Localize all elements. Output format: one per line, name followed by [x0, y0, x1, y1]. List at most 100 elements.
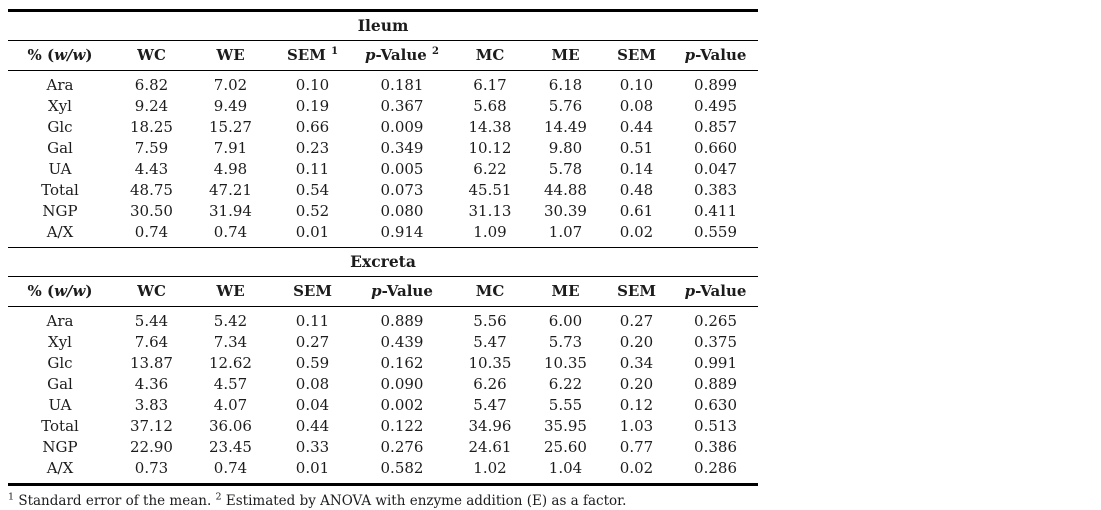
cell-value: 0.27	[619, 312, 654, 330]
cell-value: 7.59	[134, 139, 169, 157]
cell-value: 0.08	[295, 375, 330, 393]
row-label: Gal	[47, 139, 73, 157]
table-row: Xyl 9.24 9.49 0.19 0.367 5.68 5.76 0.08 0.495	[8, 96, 758, 117]
cell-value: 0.66	[295, 118, 330, 136]
cell-value: 30.39	[544, 202, 587, 220]
cell-value: 0.11	[295, 312, 330, 330]
cell-value: 9.24	[134, 97, 169, 115]
cell-value: 0.513	[694, 417, 737, 435]
cell-value: 0.51	[619, 139, 654, 157]
row-label: Gal	[47, 375, 73, 393]
cell-value: 45.51	[468, 181, 512, 199]
cell-value: 0.14	[619, 160, 654, 178]
column-header: ME	[531, 40, 600, 71]
cell-value: 0.04	[295, 396, 330, 414]
cell-value: 0.660	[694, 139, 737, 157]
text-part: -Value	[695, 282, 747, 300]
cell-value: 48.75	[130, 181, 173, 199]
cell-value: 0.10	[619, 76, 654, 94]
text-part: MC	[475, 282, 505, 300]
text-part: SEM	[293, 282, 332, 300]
cell-value: 0.857	[694, 118, 737, 136]
cell-value: 0.11	[295, 160, 330, 178]
cell-value: 5.42	[213, 312, 248, 330]
text-part: -Value	[695, 46, 747, 64]
column-header: SEM	[600, 40, 673, 71]
row-label: Ara	[46, 76, 74, 94]
row-label: Xyl	[48, 333, 72, 351]
text-part: WC	[137, 46, 166, 64]
cell-value: 0.02	[619, 223, 654, 241]
cell-value: 0.44	[619, 118, 654, 136]
table-row: NGP 22.90 23.45 0.33 0.276 24.61 25.60 0.77 0.38…	[8, 437, 758, 458]
cell-value: 0.23	[295, 139, 330, 157]
table-row: NGP 30.50 31.94 0.52 0.080 31.13 30.39 0.61 0.41…	[8, 201, 758, 222]
results-table: Ileum% (w/w) WC WE SEM 1 p-Value 2 MC ME SEM p-V…	[8, 9, 759, 486]
table-row: A/X 0.74 0.74 0.01 0.914 1.09 1.07 0.02 0.559	[8, 222, 758, 247]
cell-value: 4.43	[134, 160, 169, 178]
text-part: MC	[475, 46, 505, 64]
superscript-marker: 2	[215, 491, 222, 503]
cell-value: 34.96	[468, 417, 512, 435]
cell-value: 0.34	[619, 354, 654, 372]
text-part: Standard error of the mean.	[14, 493, 216, 509]
cell-value: 1.09	[473, 223, 507, 241]
text-part: % (	[27, 282, 55, 300]
text-part: WC	[137, 282, 166, 300]
table-row: Glc 13.87 12.62 0.59 0.162 10.35 10.35 0.34 0.99…	[8, 353, 758, 374]
column-header: MC	[449, 40, 531, 71]
cell-value: 31.13	[468, 202, 512, 220]
text-part: ME	[551, 282, 580, 300]
column-header: WE	[191, 40, 270, 71]
column-header: p-Value 2	[355, 40, 449, 71]
cell-value: 4.57	[213, 375, 248, 393]
table-footnote: 1 Standard error of the mean. 2 Estimate…	[8, 491, 626, 509]
cell-value: 0.090	[380, 375, 424, 393]
column-header: ME	[531, 276, 600, 307]
cell-value: 5.55	[548, 396, 583, 414]
cell-value: 0.559	[694, 223, 737, 241]
cell-value: 6.22	[548, 375, 583, 393]
text-part: p	[371, 282, 382, 300]
row-label: Total	[41, 417, 79, 435]
cell-value: 0.991	[694, 354, 737, 372]
text-part: WE	[216, 46, 245, 64]
cell-value: 7.64	[134, 333, 169, 351]
cell-value: 35.95	[544, 417, 587, 435]
row-label: Xyl	[48, 97, 72, 115]
cell-value: 30.50	[130, 202, 173, 220]
table-row: UA 4.43 4.98 0.11 0.005 6.22 5.78 0.14 0.047	[8, 159, 758, 180]
row-label: A/X	[46, 459, 74, 477]
cell-value: 0.54	[295, 181, 330, 199]
cell-value: 0.48	[619, 181, 654, 199]
section-title: Excreta	[8, 247, 759, 277]
table-row: Ara 5.44 5.42 0.11 0.889 5.56 6.00 0.27 0.265	[8, 307, 758, 333]
cell-value: 0.74	[213, 459, 248, 477]
cell-value: 0.74	[213, 223, 248, 241]
cell-value: 0.286	[694, 459, 737, 477]
cell-value: 0.181	[380, 76, 424, 94]
cell-value: 0.889	[380, 312, 424, 330]
table-row: Total 48.75 47.21 0.54 0.073 45.51 44.88 0.48 0.…	[8, 180, 758, 201]
row-label: UA	[48, 160, 72, 178]
cell-value: 5.68	[473, 97, 507, 115]
cell-value: 0.073	[380, 181, 424, 199]
cell-value: 5.78	[548, 160, 583, 178]
column-header: WC	[112, 276, 191, 307]
table-row: A/X 0.73 0.74 0.01 0.582 1.02 1.04 0.02 0.286	[8, 458, 758, 485]
cell-value: 7.91	[213, 139, 248, 157]
text-part: SEM	[617, 46, 656, 64]
cell-value: 6.00	[548, 312, 583, 330]
cell-value: 0.495	[694, 97, 737, 115]
cell-value: 0.899	[694, 76, 737, 94]
cell-value: 0.276	[380, 438, 424, 456]
column-header: WC	[112, 40, 191, 71]
cell-value: 0.582	[380, 459, 424, 477]
cell-value: 0.383	[694, 181, 737, 199]
cell-value: 3.83	[134, 396, 169, 414]
text-part: WE	[216, 282, 245, 300]
cell-value: 44.88	[544, 181, 587, 199]
cell-value: 0.61	[619, 202, 654, 220]
cell-value: 24.61	[468, 438, 512, 456]
